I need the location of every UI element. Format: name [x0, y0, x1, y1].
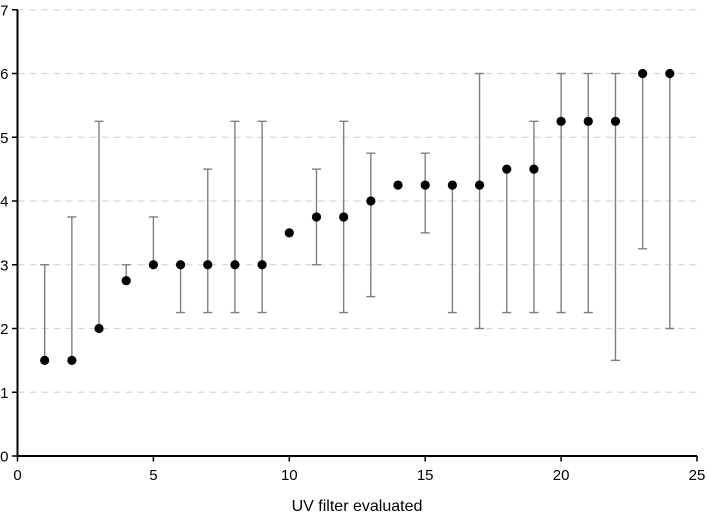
tick-labels: 0 1 2 3 4 5 6 7 0 5 10 15 20 25	[0, 2, 705, 484]
data-point	[393, 180, 403, 190]
data-point	[502, 164, 512, 174]
data-point	[175, 260, 186, 270]
y-tick-label: 3	[0, 257, 8, 274]
data-point	[556, 116, 566, 126]
x-tick-label: 10	[281, 467, 298, 484]
axes	[12, 9, 698, 462]
data-point	[121, 276, 131, 286]
x-tick-label: 15	[417, 467, 434, 484]
data-point	[94, 323, 104, 334]
data-point	[203, 260, 213, 270]
y-tick-label: 0	[0, 449, 8, 466]
data-point	[583, 116, 593, 126]
x-axis-title: UV filter evaluated	[292, 498, 423, 515]
data-point	[447, 180, 457, 190]
data-point	[284, 228, 294, 238]
y-tick-label: 6	[0, 66, 8, 83]
data-point	[665, 68, 675, 79]
data-point	[311, 212, 322, 222]
gridlines	[17, 9, 697, 393]
data-point	[366, 196, 376, 206]
data-point	[610, 116, 621, 126]
y-tick-label: 1	[0, 385, 8, 402]
error-bars	[40, 72, 675, 362]
data-point	[529, 164, 539, 174]
data-point	[230, 260, 240, 270]
y-tick-label: 5	[0, 130, 8, 147]
y-tick-label: 2	[0, 321, 8, 338]
data-point	[148, 260, 158, 270]
data-point	[257, 260, 267, 270]
x-tick-label: 0	[13, 467, 21, 484]
x-tick-label: 20	[553, 467, 570, 484]
y-tick-label: 7	[0, 2, 8, 19]
data-point	[40, 355, 50, 365]
data-points	[40, 68, 675, 365]
data-point	[474, 180, 485, 190]
data-point	[339, 212, 349, 222]
data-point	[67, 355, 77, 365]
y-tick-label: 4	[0, 194, 8, 211]
x-tick-label: 25	[689, 467, 706, 484]
x-tick-label: 5	[149, 467, 157, 484]
data-point	[420, 180, 430, 190]
data-point	[638, 68, 648, 79]
